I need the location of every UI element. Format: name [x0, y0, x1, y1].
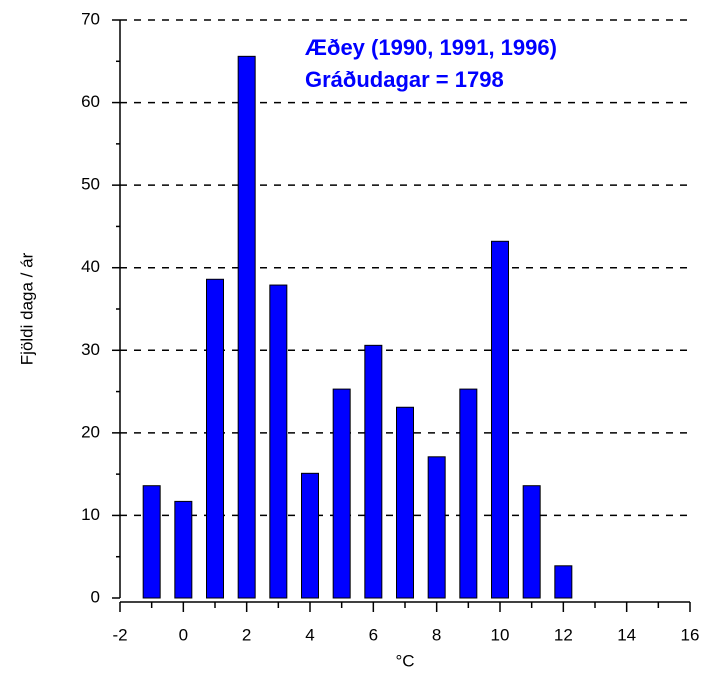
x-tick-label: 10 [491, 625, 510, 644]
x-tick-label: 4 [305, 625, 314, 644]
annotation: Æðey (1990, 1991, 1996) [305, 35, 557, 60]
bar [491, 240, 509, 599]
x-tick-label: -2 [112, 625, 127, 644]
x-tick-label: 0 [179, 625, 188, 644]
bar [332, 388, 351, 599]
bar [554, 565, 573, 599]
bar [459, 388, 478, 599]
bar [396, 406, 414, 599]
x-tick-label: 16 [681, 625, 700, 644]
x-tick-label: 14 [617, 625, 636, 644]
x-tick-label: 12 [554, 625, 573, 644]
bar [427, 456, 446, 599]
annotation: Gráðudagar = 1798 [305, 67, 504, 92]
bar [301, 472, 319, 599]
y-tick-label: 10 [81, 505, 100, 524]
x-tick-label: 6 [369, 625, 378, 644]
bar [142, 485, 161, 599]
y-tick-label: 70 [81, 9, 100, 28]
bar [364, 344, 383, 599]
bar [174, 500, 193, 599]
bar [269, 284, 288, 599]
bar [206, 278, 224, 599]
y-tick-label: 0 [91, 587, 100, 606]
y-tick-label: 40 [81, 257, 100, 276]
bar [237, 55, 256, 599]
x-tick-label: 8 [432, 625, 441, 644]
y-tick-label: 30 [81, 340, 100, 359]
x-tick-label: 2 [242, 625, 251, 644]
y-tick-label: 50 [81, 175, 100, 194]
bar [522, 485, 541, 599]
y-tick-label: 20 [81, 422, 100, 441]
y-axis-label: Fjöldi daga / ár [17, 252, 36, 365]
x-axis-label: °C [395, 651, 414, 670]
y-tick-label: 60 [81, 92, 100, 111]
